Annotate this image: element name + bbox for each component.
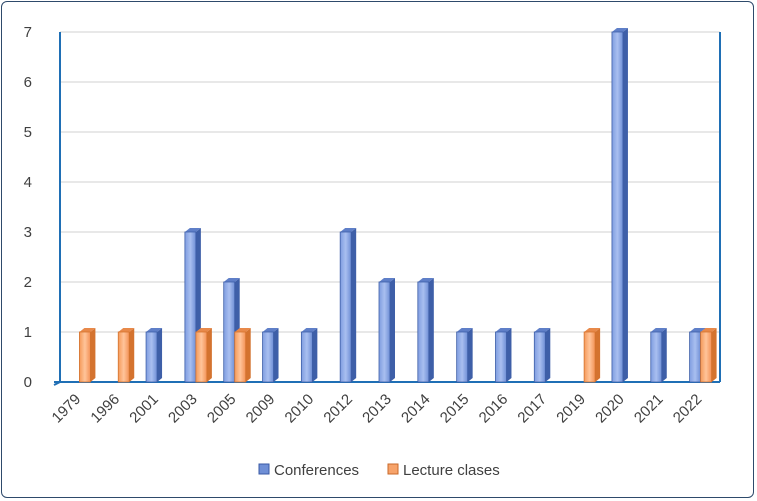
x-tick-label: 2015 — [437, 391, 473, 427]
bar-conferences — [145, 328, 163, 383]
bar-conferences — [417, 278, 434, 383]
gridlines — [60, 31, 720, 333]
x-tick-label: 2014 — [398, 391, 434, 427]
y-tick-label: 6 — [24, 74, 32, 91]
bar-conferences — [650, 328, 667, 383]
legend-label-conferences: Conferences — [274, 462, 359, 479]
y-tick-label: 2 — [24, 274, 32, 291]
bar-lecture-clases — [79, 328, 96, 383]
bar-conferences — [611, 28, 628, 383]
legend-label-lecture-clases: Lecture clases — [403, 462, 500, 479]
x-tick-label: 2003 — [165, 391, 201, 427]
x-tick-label: 2019 — [553, 391, 589, 427]
x-tick-label: 2016 — [476, 391, 512, 427]
bar-conferences — [456, 328, 473, 383]
bar-lecture-clases — [583, 328, 601, 383]
y-tick-label: 3 — [24, 224, 32, 241]
y-tick-label: 4 — [24, 174, 32, 191]
x-tick-label: 1979 — [49, 391, 85, 427]
legend-swatch-lecture-clases — [387, 463, 399, 475]
bar-conferences — [339, 228, 357, 383]
bar-conferences — [378, 278, 395, 383]
y-tick-label: 0 — [24, 374, 32, 391]
legend: Conferences Lecture clases — [258, 462, 500, 479]
x-tick-label: 2005 — [204, 391, 240, 427]
bars — [79, 28, 717, 383]
x-tick-label: 2001 — [126, 391, 162, 427]
y-tick-label: 7 — [24, 24, 32, 41]
y-tick-label: 5 — [24, 124, 32, 141]
bar-lecture-clases — [195, 328, 212, 383]
x-tick-label: 2009 — [243, 391, 279, 427]
y-tick-labels: 0 1 2 3 4 5 6 7 — [24, 24, 32, 391]
bar-conferences — [262, 328, 279, 383]
legend-swatch-conferences — [258, 463, 270, 475]
bar-lecture-clases — [700, 328, 717, 383]
x-tick-label: 2017 — [515, 391, 551, 427]
x-tick-label: 2020 — [592, 391, 628, 427]
x-tick-label: 2012 — [320, 391, 356, 427]
x-tick-label: 2013 — [359, 391, 395, 427]
x-tick-label: 2022 — [670, 391, 706, 427]
bar-conferences — [533, 328, 551, 383]
bar-lecture-clases — [234, 328, 251, 383]
x-tick-label: 2021 — [631, 391, 667, 427]
x-tick-labels: 1979 1996 2001 2003 2005 2009 2010 2012 2013 2014… — [49, 391, 706, 427]
y-tick-label: 1 — [24, 324, 32, 341]
x-tick-label: 2010 — [282, 391, 318, 427]
bar-lecture-clases — [117, 328, 135, 383]
bar-conferences — [495, 328, 512, 383]
axis-corner — [53, 381, 61, 386]
x-tick-label: 1996 — [87, 391, 123, 427]
bar-conferences — [300, 328, 318, 383]
